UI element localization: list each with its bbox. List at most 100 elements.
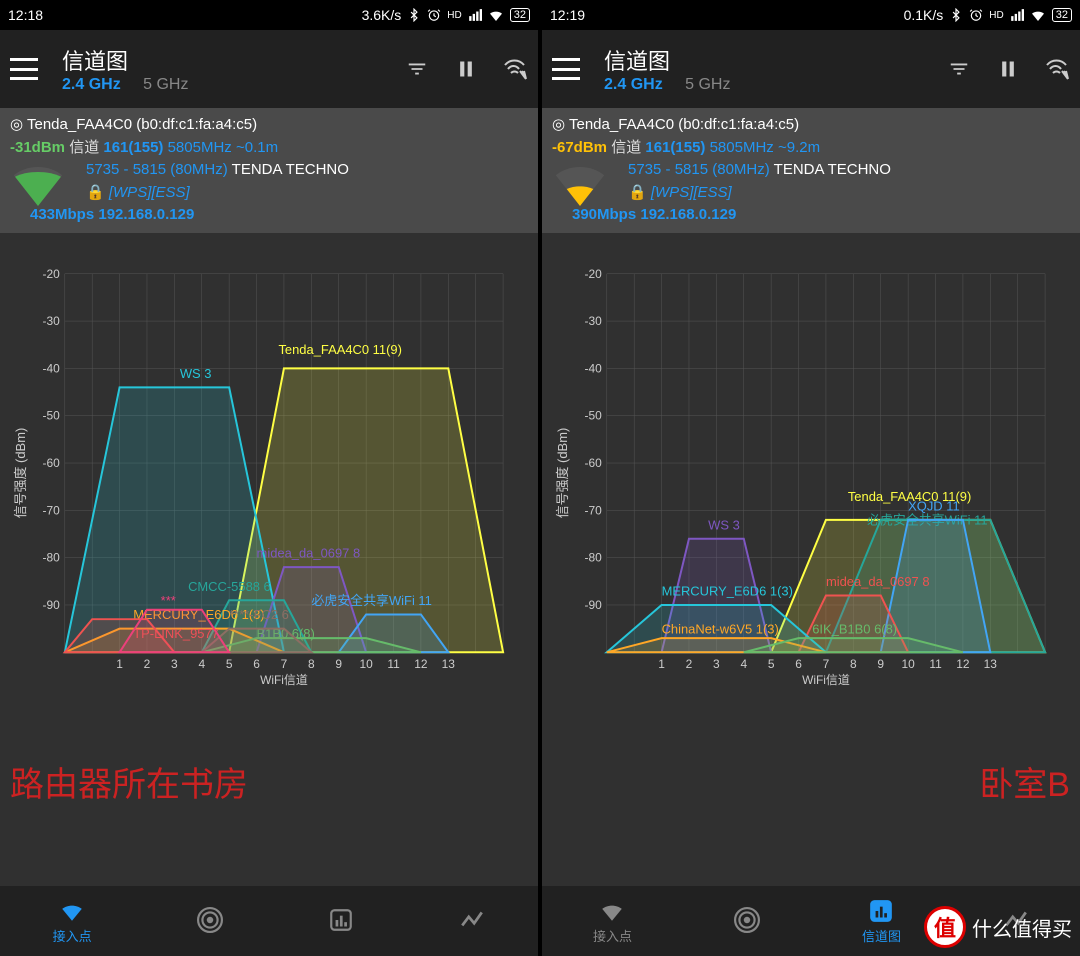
- wifi-icon: [1030, 7, 1046, 23]
- signal-label: 必虎安全共享WiFi 11: [311, 592, 432, 607]
- svg-text:12: 12: [414, 657, 428, 671]
- watermark: 值 什么值得买: [924, 906, 1072, 948]
- svg-text:7: 7: [281, 657, 288, 671]
- svg-text:5: 5: [226, 657, 233, 671]
- band-tab-2g[interactable]: 2.4 GHz: [604, 76, 663, 93]
- svg-text:12: 12: [956, 657, 970, 671]
- signal-label: midea_da_0697 8: [257, 545, 361, 560]
- ssid-text: ◎ Tenda_FAA4C0 (b0:df:c1:fa:a4:c5): [552, 114, 1070, 137]
- svg-text:-60: -60: [43, 456, 61, 470]
- wifi-signal-icon: [552, 162, 608, 206]
- nav-item-0[interactable]: 接入点: [53, 898, 92, 945]
- svg-text:-50: -50: [585, 408, 603, 422]
- watermark-icon: 值: [924, 906, 966, 948]
- signal-label: MERCURY_E6D6 1(3): [662, 583, 793, 598]
- hd-icon: HD: [989, 10, 1003, 21]
- nav-item-1[interactable]: [734, 907, 760, 935]
- channel-label: 信道: [69, 139, 99, 156]
- signal-dbm: -31dBm: [10, 139, 65, 156]
- svg-text:-30: -30: [43, 314, 61, 328]
- menu-icon[interactable]: [552, 58, 580, 80]
- svg-text:-70: -70: [585, 503, 603, 517]
- battery-level: 32: [510, 8, 530, 22]
- scan-icon[interactable]: [504, 57, 528, 81]
- nav-label: 信道图: [862, 926, 901, 945]
- signal-dbm: -67dBm: [552, 139, 607, 156]
- svg-text:-20: -20: [43, 266, 61, 280]
- signal-label: WS 3: [180, 365, 212, 380]
- channel-chart: -20-30-40-50-60-70-80-901234567891011121…: [552, 253, 1070, 693]
- distance: ~0.1m: [236, 139, 278, 156]
- location-caption: 路由器所在书房: [10, 757, 248, 806]
- svg-text:6: 6: [795, 657, 802, 671]
- band-tab-5g[interactable]: 5 GHz: [143, 76, 188, 93]
- link-info: 390Mbps 192.168.0.129: [572, 204, 1070, 227]
- svg-text:WiFi信道: WiFi信道: [260, 673, 308, 687]
- band-tab-5g[interactable]: 5 GHz: [685, 76, 730, 93]
- watermark-text: 什么值得买: [972, 913, 1072, 942]
- svg-text:-30: -30: [585, 314, 603, 328]
- signal-label: 6IK_B1B0 6(8): [812, 621, 897, 636]
- svg-text:1: 1: [116, 657, 123, 671]
- svg-text:8: 8: [850, 657, 857, 671]
- status-speed: 0.1K/s: [904, 7, 944, 23]
- alarm-icon: [427, 8, 441, 22]
- freq-range: 5735 - 5815 (80MHz): [86, 161, 228, 178]
- svg-text:WiFi信道: WiFi信道: [802, 673, 850, 687]
- nav-item-2[interactable]: [328, 907, 354, 935]
- status-bar: 12:19 0.1K/s HD 32: [542, 0, 1080, 30]
- channel-value: 161(155): [103, 139, 163, 156]
- svg-text:-40: -40: [585, 361, 603, 375]
- svg-text:-40: -40: [43, 361, 61, 375]
- battery-level: 32: [1052, 8, 1072, 22]
- signal-label: ***: [161, 592, 176, 607]
- distance: ~9.2m: [778, 139, 820, 156]
- pause-icon[interactable]: [456, 58, 476, 80]
- svg-text:6: 6: [253, 657, 260, 671]
- ssid-text: ◎ Tenda_FAA4C0 (b0:df:c1:fa:a4:c5): [10, 114, 528, 137]
- svg-text:-20: -20: [585, 266, 603, 280]
- bluetooth-icon: [407, 8, 421, 22]
- signal-label: CMCC-5588 6: [188, 578, 271, 593]
- filter-icon[interactable]: [948, 58, 970, 80]
- svg-text:8: 8: [308, 657, 315, 671]
- svg-text:-80: -80: [43, 550, 61, 564]
- nav-item-3[interactable]: [459, 907, 485, 935]
- wifi-icon: [488, 7, 504, 23]
- chart-area: -20-30-40-50-60-70-80-901234567891011121…: [0, 233, 538, 887]
- svg-text:9: 9: [335, 657, 342, 671]
- status-speed: 3.6K/s: [362, 7, 402, 23]
- link-info: 433Mbps 192.168.0.129: [30, 204, 528, 227]
- signal-icon: [468, 8, 482, 22]
- nav-item-2[interactable]: 信道图: [862, 898, 901, 945]
- svg-text:-50: -50: [43, 408, 61, 422]
- wifi-signal-icon: [10, 162, 66, 206]
- nav-label: 接入点: [593, 926, 632, 945]
- svg-text:10: 10: [901, 657, 915, 671]
- svg-text:4: 4: [198, 657, 205, 671]
- signal-label: ****-FC2 6: [229, 607, 289, 622]
- channel-chart: -20-30-40-50-60-70-80-901234567891011121…: [10, 253, 528, 693]
- svg-text:信号强度 (dBm): 信号强度 (dBm): [555, 427, 570, 518]
- page-title: 信道图: [604, 44, 948, 76]
- svg-text:2: 2: [686, 657, 693, 671]
- bluetooth-icon: [949, 8, 963, 22]
- signal-label: midea_da_0697 8: [826, 574, 930, 589]
- page-title: 信道图: [62, 44, 406, 76]
- filter-icon[interactable]: [406, 58, 428, 80]
- connection-info: ◎ Tenda_FAA4C0 (b0:df:c1:fa:a4:c5) -31dB…: [0, 108, 538, 233]
- channel-value: 161(155): [645, 139, 705, 156]
- vendor: TENDA TECHNO: [232, 161, 349, 178]
- svg-text:4: 4: [740, 657, 747, 671]
- nav-item-0[interactable]: 接入点: [593, 898, 632, 945]
- hd-icon: HD: [447, 10, 461, 21]
- signal-label: XQJD 11: [908, 498, 960, 513]
- band-tab-2g[interactable]: 2.4 GHz: [62, 76, 121, 93]
- freq-range: 5735 - 5815 (80MHz): [628, 161, 770, 178]
- nav-item-1[interactable]: [197, 907, 223, 935]
- menu-icon[interactable]: [10, 58, 38, 80]
- svg-text:2: 2: [144, 657, 151, 671]
- pause-icon[interactable]: [998, 58, 1018, 80]
- vendor: TENDA TECHNO: [774, 161, 891, 178]
- scan-icon[interactable]: [1046, 57, 1070, 81]
